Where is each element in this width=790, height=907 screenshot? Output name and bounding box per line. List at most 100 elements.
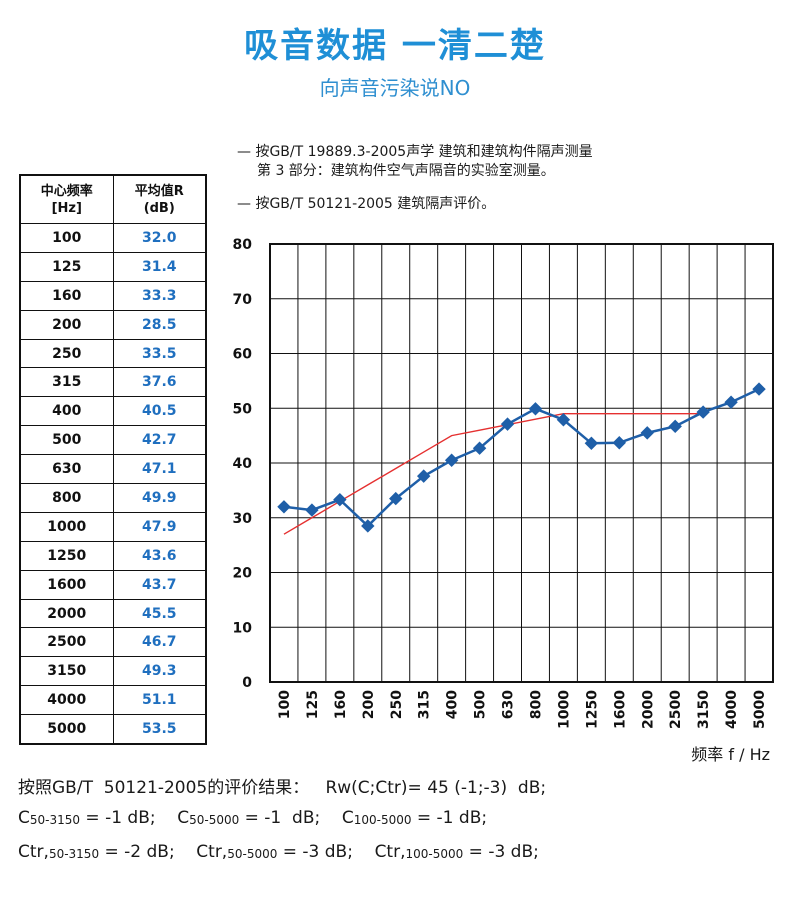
x-tick-label: 200	[361, 690, 377, 719]
freq-cell: 800	[19, 483, 114, 513]
y-tick-label: 30	[233, 511, 253, 527]
chart-grid	[269, 243, 774, 683]
chart-markers	[277, 382, 766, 533]
sound-insulation-chart: 0 10 20 30 40 50 60 70 80 100 125 160 200 250 315 400 5…	[233, 237, 774, 764]
data-point-marker	[333, 492, 347, 507]
data-point-marker	[389, 491, 403, 506]
freq-cell: 315	[19, 367, 114, 398]
r-cell: 28.5	[112, 309, 207, 340]
x-tick-label: 800	[528, 690, 544, 719]
r-cell: 43.6	[112, 540, 207, 571]
data-point-marker	[500, 417, 515, 431]
table-row: 200 28.5	[19, 309, 207, 340]
data-point-marker	[277, 500, 291, 514]
page-subtitle: 向声音污染说NO	[319, 76, 471, 100]
freq-cell: 160	[19, 280, 114, 311]
table-row: 1600 43.7	[19, 569, 207, 600]
table-row: 250 33.5	[19, 338, 207, 369]
table-row: 1000 47.9	[19, 511, 207, 542]
r-cell: 33.5	[112, 338, 207, 369]
freq-cell: 5000	[19, 714, 114, 745]
frequency-table: 中心频率 [Hz] 平均值R (dB) 100 32.0 125 31.4 160 3…	[19, 174, 207, 746]
table-row: 315 37.6	[19, 367, 207, 398]
r-cell: 32.0	[112, 223, 207, 253]
x-tick-label: 250	[389, 690, 405, 719]
x-tick-label: 1250	[584, 690, 600, 729]
r-cell: 31.4	[112, 251, 207, 282]
freq-cell: 125	[19, 251, 114, 282]
freq-cell: 100	[19, 223, 114, 253]
table-row: 1250 43.6	[19, 540, 207, 571]
r-cell: 53.5	[112, 714, 207, 745]
data-point-marker	[668, 419, 682, 434]
data-point-marker	[612, 436, 627, 450]
data-point-marker	[305, 503, 319, 517]
r-cell: 47.9	[112, 511, 207, 542]
y-tick-label: 40	[233, 456, 253, 472]
data-point-marker	[724, 395, 738, 409]
y-tick-label: 80	[233, 237, 253, 253]
table-row: 4000 51.1	[19, 685, 207, 716]
x-tick-labels: 100 125 160 200 250 315 400 500 630 800 1000 1250 16…	[277, 690, 768, 729]
table-row: 5000 53.5	[19, 714, 207, 745]
measured-series-line	[283, 387, 760, 528]
y-tick-label: 50	[233, 401, 253, 417]
data-point-marker	[416, 469, 431, 483]
y-tick-label: 0	[242, 675, 252, 691]
x-tick-label: 2500	[668, 690, 684, 729]
page-title: 吸音数据 一清二楚	[244, 26, 546, 66]
x-axis-label: 频率 f / Hz	[691, 745, 770, 764]
r-cell: 40.5	[112, 396, 207, 427]
data-point-marker	[556, 413, 571, 427]
table-row: 125 31.4	[19, 251, 207, 282]
freq-cell: 1000	[19, 511, 114, 542]
data-point-marker	[696, 405, 710, 419]
freq-cell: 500	[19, 425, 114, 456]
ctr-values-line: Ctr,50-3150 = -2 dB; Ctr,50-5000 = -3 dB…	[18, 842, 539, 862]
standard-line-1: — 按GB/T 19889.3-2005声学 建筑和建筑构件隔声测量	[237, 144, 593, 160]
reference-curve-line	[283, 413, 704, 535]
table-row: 100 32.0	[19, 223, 207, 253]
x-tick-label: 400	[445, 690, 461, 719]
data-point-marker	[528, 402, 543, 416]
data-point-marker	[444, 453, 459, 467]
y-tick-label: 20	[233, 566, 253, 582]
table-row: 3150 49.3	[19, 656, 207, 687]
y-tick-label: 70	[233, 292, 253, 308]
table-row: 2500 46.7	[19, 627, 207, 658]
freq-cell: 1250	[19, 540, 114, 571]
table-row: 800 49.9	[19, 483, 207, 513]
freq-cell: 1600	[19, 569, 114, 600]
freq-cell: 630	[19, 454, 114, 485]
freq-cell: 4000	[19, 685, 114, 716]
table-row: 400 40.5	[19, 396, 207, 427]
r-cell: 51.1	[112, 685, 207, 716]
evaluation-result-line: 按照GB/T 50121-2005的评价结果： Rw(C;Ctr)= 45 (-…	[18, 778, 547, 798]
data-point-marker	[472, 441, 487, 455]
data-point-marker	[584, 436, 599, 450]
data-point-marker	[752, 382, 766, 396]
r-cell: 46.7	[112, 627, 207, 658]
r-cell: 47.1	[112, 454, 207, 485]
x-tick-label: 1000	[556, 690, 572, 729]
x-tick-label: 630	[501, 690, 517, 719]
r-cell: 49.3	[112, 656, 207, 687]
x-tick-label: 5000	[752, 690, 768, 729]
freq-cell: 3150	[19, 656, 114, 687]
standard-line-2: — 按GB/T 50121-2005 建筑隔声评价。	[237, 196, 496, 212]
freq-cell: 250	[19, 338, 114, 369]
table-row: 630 47.1	[19, 454, 207, 485]
x-tick-label: 1600	[612, 690, 628, 729]
x-tick-label: 100	[277, 690, 293, 719]
y-tick-label: 60	[233, 347, 253, 363]
r-cell: 49.9	[112, 483, 207, 513]
table-row: 500 42.7	[19, 425, 207, 456]
r-cell: 45.5	[112, 598, 207, 629]
x-tick-label: 500	[473, 690, 489, 719]
x-tick-label: 160	[333, 690, 349, 719]
average-r-column-header: 平均值R (dB)	[112, 174, 207, 224]
y-tick-label: 10	[233, 620, 253, 636]
data-point-marker	[640, 426, 654, 440]
y-tick-labels: 0 10 20 30 40 50 60 70 80	[233, 237, 253, 691]
c-values-line: C50-3150 = -1 dB; C50-5000 = -1 dB; C100…	[18, 808, 488, 828]
